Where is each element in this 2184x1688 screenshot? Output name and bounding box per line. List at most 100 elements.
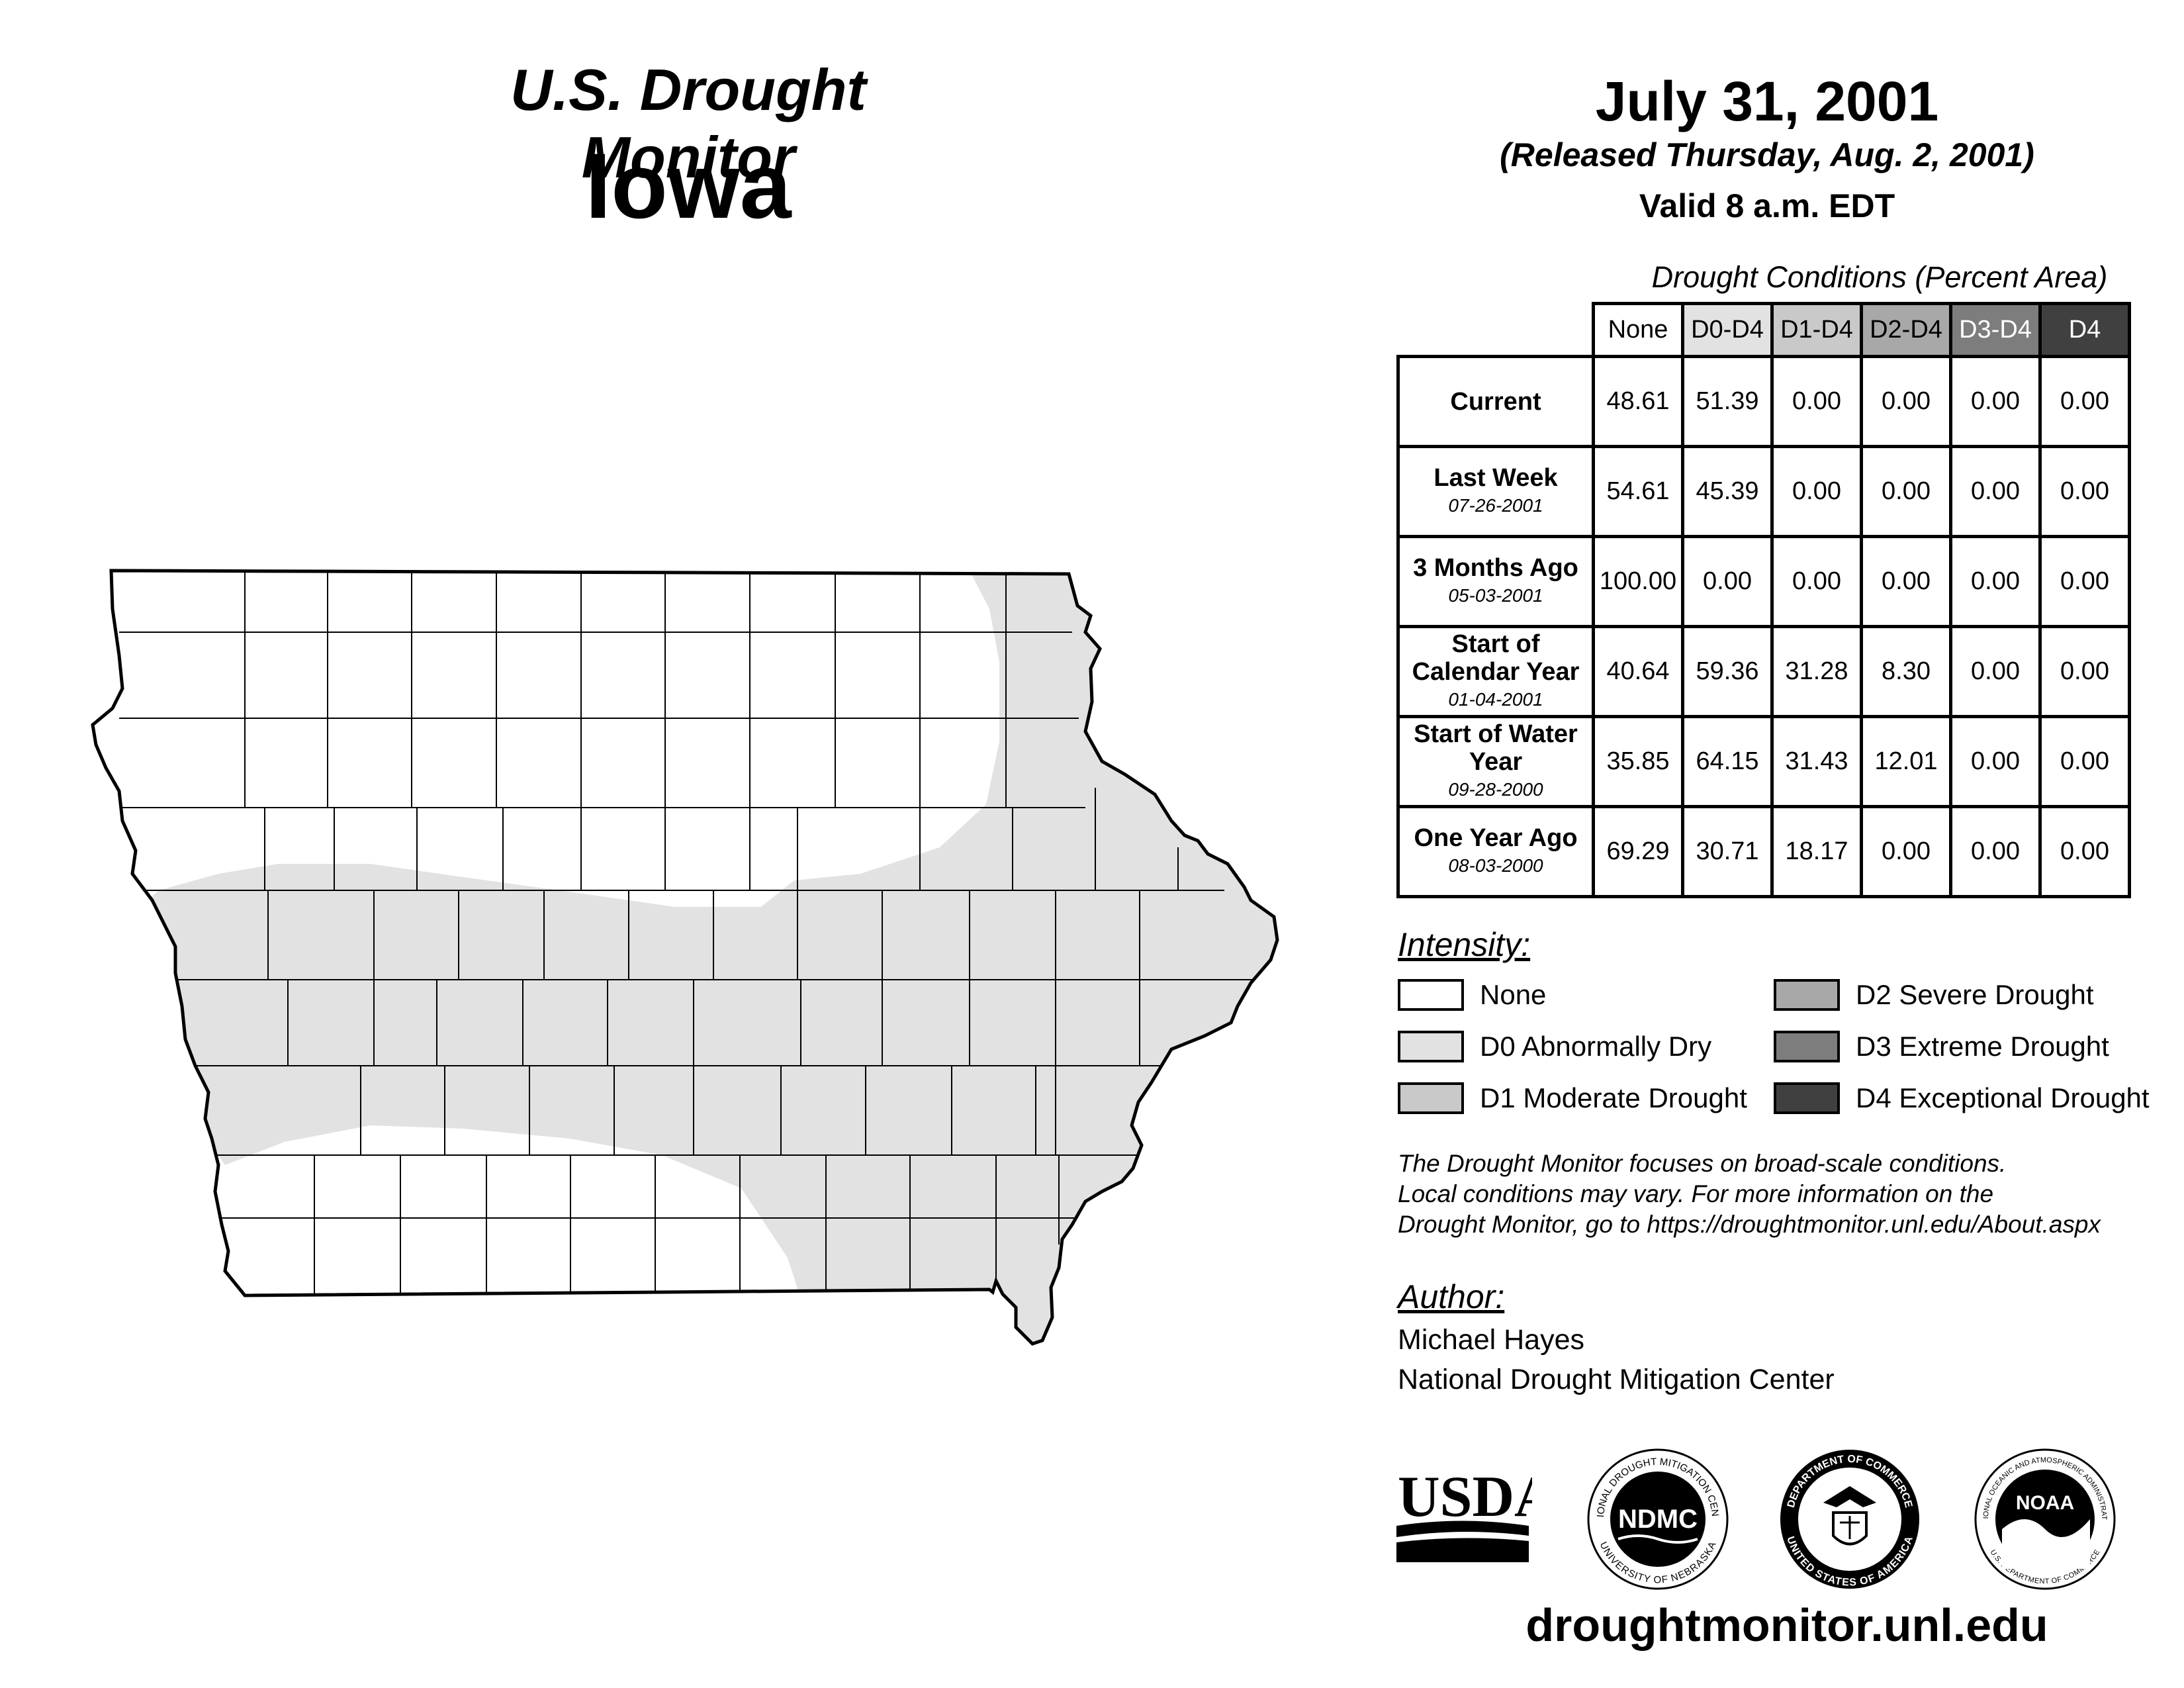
table-cell: 31.43 xyxy=(1770,715,1863,808)
legend-item-d0: D0 Abnormally Dry xyxy=(1398,1029,1711,1064)
author-org: National Drought Mitigation Center xyxy=(1398,1364,1835,1395)
table-cell: 0.00 xyxy=(1860,355,1952,448)
col-header: D0-D4 xyxy=(1681,302,1774,358)
table-cell: 0.00 xyxy=(2038,805,2131,898)
row-label: Last Week 07-26-2001 xyxy=(1396,445,1595,538)
table-cell: 30.71 xyxy=(1681,805,1774,898)
table-cell: 0.00 xyxy=(2038,715,2131,808)
table-cell: 31.28 xyxy=(1770,625,1863,718)
legend-item-d3: D3 Extreme Drought xyxy=(1774,1029,2109,1064)
table-cell: 100.00 xyxy=(1592,535,1684,628)
legend-title: Intensity: xyxy=(1398,926,1531,963)
col-header: D3-D4 xyxy=(1949,302,2042,358)
shield-icon xyxy=(1832,1511,1868,1546)
noaa-logo-text: NOAA xyxy=(2016,1492,2074,1514)
table-row: Start of Calendar Year 01-04-2001 40.64 5… xyxy=(1396,625,2131,718)
table-cell: 0.00 xyxy=(2038,355,2131,448)
author-title: Author: xyxy=(1398,1278,1505,1315)
row-label: Start of Water Year 09-28-2000 xyxy=(1396,715,1595,808)
author-name: Michael Hayes xyxy=(1398,1324,1584,1356)
table-cell: 0.00 xyxy=(2038,625,2131,718)
table-cell: 0.00 xyxy=(1681,535,1774,628)
note-line: The Drought Monitor focuses on broad-sca… xyxy=(1398,1150,2007,1177)
row-date: 09-28-2000 xyxy=(1448,778,1543,800)
usda-logo: USDA xyxy=(1396,1465,1532,1562)
col-header: D4 xyxy=(2038,302,2131,358)
col-header: None xyxy=(1592,302,1684,358)
legend-swatch xyxy=(1774,979,1840,1011)
website-link[interactable]: droughtmonitor.unl.edu xyxy=(1525,1599,2048,1651)
table-cell: 0.00 xyxy=(1949,625,2042,718)
disclaimer-note: The Drought Monitor focuses on broad-sca… xyxy=(1398,1149,2159,1240)
legend-item-none: None xyxy=(1398,977,1546,1013)
table-cell: 48.61 xyxy=(1592,355,1684,448)
table-cell: 0.00 xyxy=(1949,535,2042,628)
legend-swatch xyxy=(1398,1082,1464,1114)
row-label: Start of Calendar Year 01-04-2001 xyxy=(1396,625,1595,718)
table-cell: 0.00 xyxy=(1770,355,1863,448)
table-cell: 0.00 xyxy=(1770,445,1863,538)
legend-label: D2 Severe Drought xyxy=(1856,979,2094,1010)
note-line: Drought Monitor, go to https://droughtmo… xyxy=(1398,1211,2101,1238)
legend-swatch xyxy=(1774,1082,1840,1114)
usda-field-stripe xyxy=(1396,1521,1529,1537)
note-line: Local conditions may vary. For more info… xyxy=(1398,1180,1994,1207)
department-of-commerce-seal: DEPARTMENT OF COMMERCE UNITED STATES OF … xyxy=(1780,1450,1919,1589)
county-boundaries xyxy=(119,571,1274,1295)
table-cell: 45.39 xyxy=(1681,445,1774,538)
noaa-logo: NATIONAL OCEANIC AND ATMOSPHERIC ADMINIS… xyxy=(1972,1446,2116,1590)
table-row: One Year Ago 08-03-2000 69.29 30.71 18.17… xyxy=(1396,805,2131,898)
usda-logo-text: USDA xyxy=(1398,1465,1532,1529)
iowa-state-outline xyxy=(91,569,1279,1346)
legend-swatch xyxy=(1398,1031,1464,1062)
legend-item-d4: D4 Exceptional Drought xyxy=(1774,1080,2150,1116)
table-cell: 0.00 xyxy=(1860,535,1952,628)
legend-label: None xyxy=(1480,979,1547,1010)
ship-icon xyxy=(1840,1516,1860,1539)
row-label: Current xyxy=(1396,355,1595,448)
col-header: D2-D4 xyxy=(1860,302,1952,358)
table-cell: 0.00 xyxy=(1949,715,2042,808)
release-date: (Released Thursday, Aug. 2, 2001) xyxy=(1500,136,2034,173)
state-name: Iowa xyxy=(585,134,792,238)
map-date: July 31, 2001 xyxy=(1595,70,1939,132)
col-header: D1-D4 xyxy=(1770,302,1863,358)
row-date: 07-26-2001 xyxy=(1448,494,1543,516)
table-header-row: None D0-D4 D1-D4 D2-D4 D3-D4 D4 xyxy=(1398,302,2131,358)
noaa-bird-icon xyxy=(2002,1519,2090,1569)
legend-item-d1: D1 Moderate Drought xyxy=(1398,1080,1747,1116)
table-corner xyxy=(1398,304,1594,357)
row-label: One Year Ago 08-03-2000 xyxy=(1396,805,1595,898)
table-cell: 54.61 xyxy=(1592,445,1684,538)
row-date: 05-03-2001 xyxy=(1448,585,1543,606)
eagle-icon xyxy=(1823,1486,1876,1507)
table-row: Current 48.61 51.39 0.00 0.00 0.00 0.00 xyxy=(1396,355,2131,448)
legend-label: D0 Abnormally Dry xyxy=(1480,1031,1712,1062)
ndmc-logo: NATIONAL DROUGHT MITIGATION CENTER UNIVE… xyxy=(1585,1446,1729,1590)
ndmc-wave xyxy=(1617,1534,1698,1544)
table-cell: 0.00 xyxy=(1860,805,1952,898)
table-cell: 35.85 xyxy=(1592,715,1684,808)
table-cell: 0.00 xyxy=(1949,805,2042,898)
drought-conditions-table: None D0-D4 D1-D4 D2-D4 D3-D4 D4 Current … xyxy=(1396,302,2131,898)
table-cell: 12.01 xyxy=(1860,715,1952,808)
valid-time: Valid 8 a.m. EDT xyxy=(1639,187,1895,224)
table-cell: 0.00 xyxy=(2038,535,2131,628)
table-cell: 0.00 xyxy=(1860,445,1952,538)
row-date: 08-03-2000 xyxy=(1448,855,1543,876)
legend-item-d2: D2 Severe Drought xyxy=(1774,977,2094,1013)
row-label: 3 Months Ago 05-03-2001 xyxy=(1396,535,1595,628)
table-cell: 8.30 xyxy=(1860,625,1952,718)
table-cell: 18.17 xyxy=(1770,805,1863,898)
table-cell: 0.00 xyxy=(2038,445,2131,538)
table-cell: 59.36 xyxy=(1681,625,1774,718)
usda-field-stripe xyxy=(1396,1538,1529,1562)
ndmc-logo-text: NDMC xyxy=(1618,1505,1698,1534)
legend-swatch xyxy=(1398,979,1464,1011)
table-cell: 0.00 xyxy=(1949,445,2042,538)
legend-label: D4 Exceptional Drought xyxy=(1856,1082,2150,1113)
iowa-drought-map xyxy=(91,569,1279,1346)
table-row: Start of Water Year 09-28-2000 35.85 64.1… xyxy=(1396,715,2131,808)
table-cell: 0.00 xyxy=(1949,355,2042,448)
table-caption: Drought Conditions (Percent Area) xyxy=(1651,260,2108,294)
